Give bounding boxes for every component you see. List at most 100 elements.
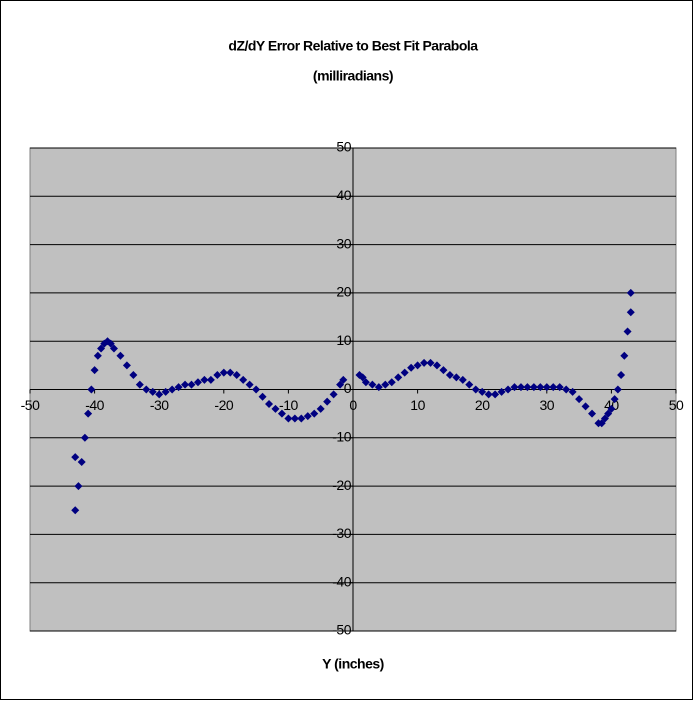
data-point xyxy=(77,457,86,466)
data-point xyxy=(168,385,177,394)
data-point xyxy=(471,385,480,394)
data-point xyxy=(90,366,99,375)
data-point xyxy=(623,327,632,336)
data-point xyxy=(271,404,280,413)
data-point xyxy=(607,404,616,413)
data-point xyxy=(604,409,613,418)
x-tick-label: -10 xyxy=(279,397,298,413)
data-point xyxy=(97,344,106,353)
data-point xyxy=(568,387,577,396)
data-point xyxy=(387,378,396,387)
data-point xyxy=(181,380,190,389)
x-tick-label: 50 xyxy=(669,397,684,413)
data-point xyxy=(290,414,299,423)
chart-subtitle: (milliradians) xyxy=(313,68,393,84)
data-point xyxy=(187,380,196,389)
data-point xyxy=(303,412,312,421)
data-point xyxy=(297,414,306,423)
data-point xyxy=(484,390,493,399)
data-point xyxy=(491,390,500,399)
data-point xyxy=(510,383,519,392)
x-tick-label: -40 xyxy=(85,397,104,413)
y-tick-label: -30 xyxy=(332,525,351,541)
data-point xyxy=(265,399,274,408)
data-point xyxy=(106,339,115,348)
data-point xyxy=(161,387,170,396)
data-point xyxy=(575,395,584,404)
data-point xyxy=(542,383,551,392)
data-point xyxy=(219,368,228,377)
y-tick-label: -50 xyxy=(332,622,351,638)
data-point xyxy=(617,371,626,380)
x-axis-label: Y (inches) xyxy=(322,656,384,672)
y-tick-label: -10 xyxy=(332,429,351,445)
data-point xyxy=(381,380,390,389)
data-point xyxy=(252,385,261,394)
data-point xyxy=(200,375,209,384)
y-tick-label: 10 xyxy=(336,332,351,348)
data-point xyxy=(284,414,293,423)
data-point xyxy=(226,368,235,377)
data-point xyxy=(368,380,377,389)
data-point xyxy=(310,409,319,418)
data-point xyxy=(516,383,525,392)
data-point xyxy=(588,409,597,418)
data-point xyxy=(536,383,545,392)
y-tick-label: 40 xyxy=(336,187,351,203)
data-point xyxy=(239,375,248,384)
x-tick-label: 20 xyxy=(475,397,490,413)
data-point xyxy=(432,361,441,370)
data-point xyxy=(316,404,325,413)
data-point xyxy=(549,383,558,392)
data-point xyxy=(329,390,338,399)
data-point xyxy=(135,380,144,389)
data-point xyxy=(116,351,125,360)
data-point xyxy=(122,361,131,370)
x-tick-label: -20 xyxy=(214,397,233,413)
x-tick-label: -30 xyxy=(150,397,169,413)
y-tick-label: -20 xyxy=(332,477,351,493)
data-point xyxy=(258,392,267,401)
data-point xyxy=(600,414,609,423)
data-point xyxy=(523,383,532,392)
data-point xyxy=(339,375,348,384)
data-point xyxy=(407,363,416,372)
data-point xyxy=(232,371,241,380)
data-point xyxy=(155,390,164,399)
data-point xyxy=(413,361,422,370)
x-tick-label: 10 xyxy=(410,397,425,413)
data-point xyxy=(626,288,635,297)
data-point xyxy=(80,433,89,442)
data-point xyxy=(497,387,506,396)
data-point xyxy=(597,419,606,428)
data-point xyxy=(439,366,448,375)
data-point xyxy=(504,385,513,394)
y-tick-label: 0 xyxy=(344,380,352,396)
data-point xyxy=(129,371,138,380)
data-point xyxy=(71,506,80,515)
data-point xyxy=(452,373,461,382)
data-point xyxy=(142,385,151,394)
data-point xyxy=(87,385,96,394)
data-point xyxy=(148,387,157,396)
data-point xyxy=(465,380,474,389)
data-point xyxy=(400,368,409,377)
data-point xyxy=(245,380,254,389)
x-tick-label: -50 xyxy=(21,397,40,413)
data-point xyxy=(529,383,538,392)
data-point xyxy=(394,373,403,382)
data-point xyxy=(213,371,222,380)
data-point xyxy=(93,351,102,360)
data-point xyxy=(458,375,467,384)
y-tick-label: 50 xyxy=(336,139,351,155)
chart-title: dZ/dY Error Relative to Best Fit Parabol… xyxy=(228,38,478,54)
data-point xyxy=(74,482,83,491)
data-point xyxy=(626,308,635,317)
data-point xyxy=(174,383,183,392)
x-tick-label: 0 xyxy=(349,397,357,413)
y-tick-label: 30 xyxy=(336,235,351,251)
data-point xyxy=(478,387,487,396)
data-point xyxy=(426,358,435,367)
data-point xyxy=(420,358,429,367)
